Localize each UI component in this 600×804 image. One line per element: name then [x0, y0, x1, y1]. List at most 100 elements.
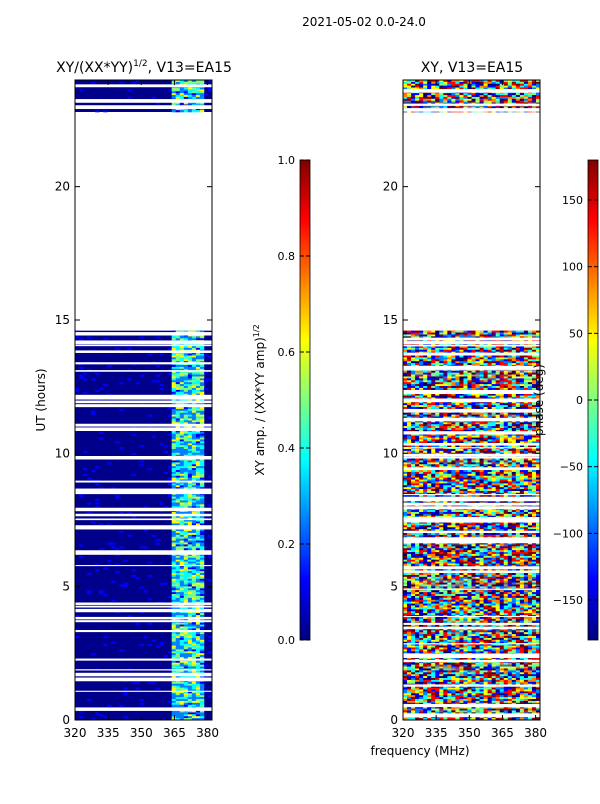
heatmap-cell — [524, 378, 528, 380]
heatmap-cell — [459, 449, 463, 451]
heatmap-cell — [455, 483, 459, 485]
heatmap-cell — [447, 485, 451, 487]
heatmap-cell — [192, 478, 196, 480]
heatmap-cell — [528, 355, 532, 357]
heatmap-cell — [196, 649, 200, 651]
heatmap-cell — [192, 647, 196, 649]
heatmap-cell — [407, 436, 411, 438]
heatmap-cell — [87, 336, 91, 338]
data-flag-line — [75, 350, 212, 353]
heatmap-cell — [196, 359, 200, 361]
heatmap-cell — [192, 409, 196, 411]
heatmap-cell — [176, 539, 180, 541]
heatmap-cell — [423, 388, 427, 390]
heatmap-cell — [192, 474, 196, 476]
heatmap-cell — [407, 380, 411, 382]
heatmap-cell — [435, 422, 439, 424]
heatmap-cell — [176, 502, 180, 504]
heatmap-cell — [480, 483, 484, 485]
heatmap-cell — [168, 651, 172, 653]
heatmap-cell — [192, 560, 196, 562]
heatmap-cell — [463, 359, 467, 361]
heatmap-cell — [196, 415, 200, 417]
heatmap-cell — [160, 388, 164, 390]
heatmap-cell — [176, 661, 180, 663]
heatmap-cell — [172, 592, 176, 594]
heatmap-cell — [467, 380, 471, 382]
heatmap-cell — [484, 371, 488, 373]
heatmap-cell — [512, 333, 516, 335]
heatmap-cell — [484, 485, 488, 487]
heatmap-cell — [419, 375, 423, 377]
heatmap-cell — [180, 546, 184, 548]
heatmap-cell — [480, 386, 484, 388]
heatmap-cell — [415, 415, 419, 417]
heatmap-cell — [176, 529, 180, 531]
heatmap-cell — [184, 497, 188, 499]
heatmap-cell — [516, 333, 520, 335]
heatmap-cell — [131, 569, 135, 571]
heatmap-cell — [467, 357, 471, 359]
heatmap-cell — [484, 357, 488, 359]
heatmap-cell — [415, 438, 419, 440]
heatmap-cell — [476, 407, 480, 409]
heatmap-cell — [407, 428, 411, 430]
heatmap-cell — [532, 357, 536, 359]
heatmap-cell — [524, 380, 528, 382]
heatmap-cell — [103, 567, 107, 569]
heatmap-cell — [184, 367, 188, 369]
y-tick-label: 15 — [55, 313, 70, 327]
heatmap-cell — [176, 501, 180, 503]
heatmap-cell — [188, 716, 192, 718]
heatmap-cell — [508, 478, 512, 480]
heatmap-cell — [139, 586, 143, 588]
heatmap-cell — [176, 596, 180, 598]
heatmap-cell — [192, 697, 196, 699]
heatmap-cell — [455, 460, 459, 462]
heatmap-cell — [463, 449, 467, 451]
heatmap-cell — [427, 485, 431, 487]
heatmap-cell — [180, 560, 184, 562]
heatmap-cell — [467, 464, 471, 466]
heatmap-cell — [144, 590, 148, 592]
heatmap-cell — [524, 487, 528, 489]
heatmap-cell — [451, 361, 455, 363]
heatmap-cell — [427, 472, 431, 474]
heatmap-cell — [196, 594, 200, 596]
heatmap-cell — [192, 573, 196, 575]
heatmap-cell — [407, 485, 411, 487]
heatmap-cell — [524, 371, 528, 373]
heatmap-cell — [172, 88, 176, 90]
heatmap-cell — [192, 596, 196, 598]
heatmap-cell — [192, 354, 196, 356]
heatmap-cell — [176, 663, 180, 665]
amplitude-colorbar-label: XY amp. / (XX*YY amp)1/2 — [252, 324, 267, 475]
heatmap-cell — [484, 333, 488, 335]
heatmap-cell — [184, 625, 188, 627]
heatmap-cell — [455, 363, 459, 365]
heatmap-cell — [188, 497, 192, 499]
heatmap-cell — [427, 334, 431, 336]
heatmap-cell — [176, 541, 180, 543]
heatmap-cell — [423, 476, 427, 478]
heatmap-cell — [160, 502, 164, 504]
heatmap-cell — [176, 693, 180, 695]
heatmap-cell — [200, 354, 204, 356]
heatmap-cell — [411, 384, 415, 386]
heatmap-cell — [192, 462, 196, 464]
heatmap-cell — [168, 89, 172, 91]
heatmap-cell — [520, 376, 524, 378]
heatmap-cell — [172, 95, 176, 97]
heatmap-cell — [188, 653, 192, 655]
heatmap-cell — [504, 357, 508, 359]
heatmap-cell — [192, 82, 196, 84]
heatmap-cell — [472, 388, 476, 390]
heatmap-cell — [516, 415, 520, 417]
heatmap-cell — [144, 546, 148, 548]
heatmap-cell — [451, 371, 455, 373]
heatmap-cell — [496, 451, 500, 453]
heatmap-cell — [192, 378, 196, 380]
heatmap-cell — [407, 407, 411, 409]
heatmap-cell — [184, 613, 188, 615]
heatmap-cell — [200, 522, 204, 524]
